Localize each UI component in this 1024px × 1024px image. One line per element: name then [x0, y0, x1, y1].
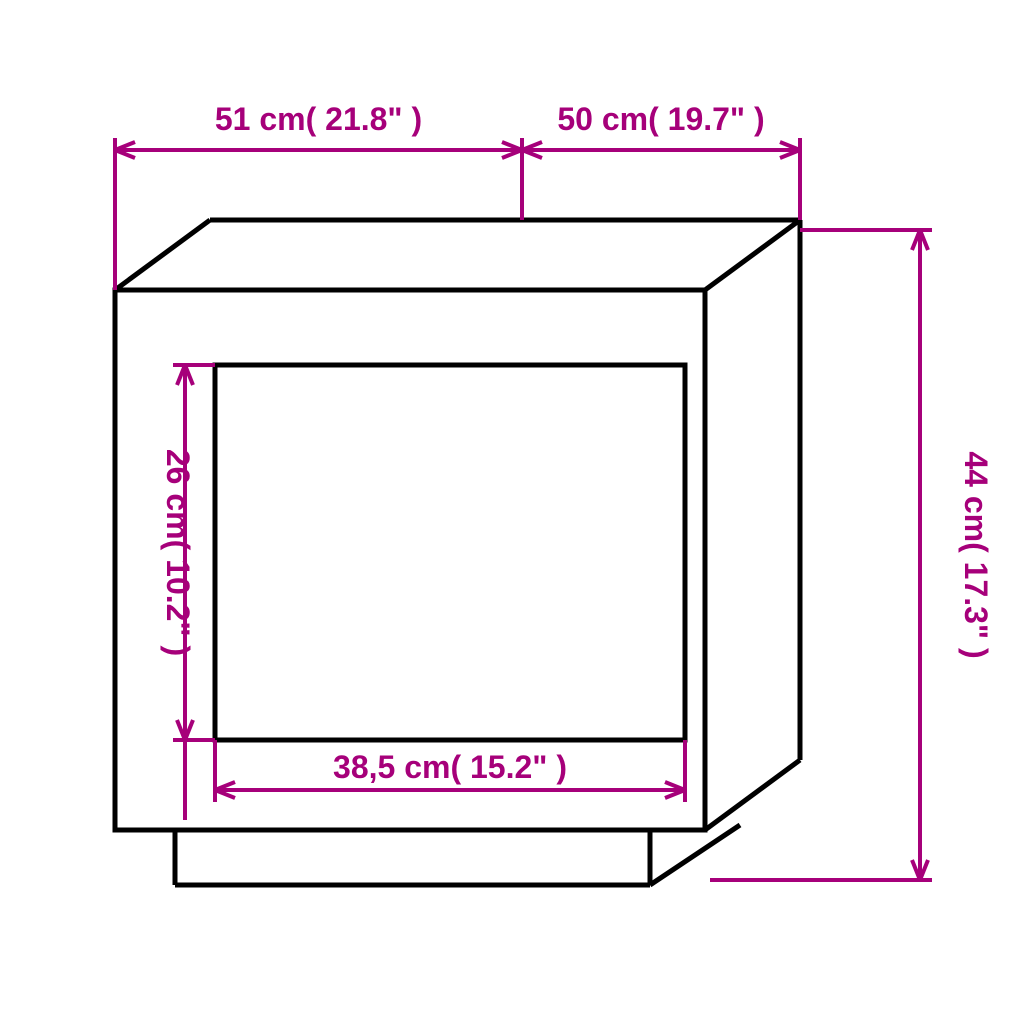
dim-width-label: 51 cm( 21.8" )	[215, 101, 422, 137]
dim-height-label: 44 cm( 17.3" )	[958, 451, 994, 658]
dim-depth-label: 50 cm( 19.7" )	[557, 101, 764, 137]
dim-panel-height-label: 26 cm( 10.2" )	[160, 449, 196, 656]
dim-panel-width-label: 38,5 cm( 15.2" )	[333, 749, 567, 785]
dimension-drawing: 51 cm( 21.8" ) 50 cm( 19.7" ) 44 cm( 17.3"…	[0, 0, 1024, 1024]
